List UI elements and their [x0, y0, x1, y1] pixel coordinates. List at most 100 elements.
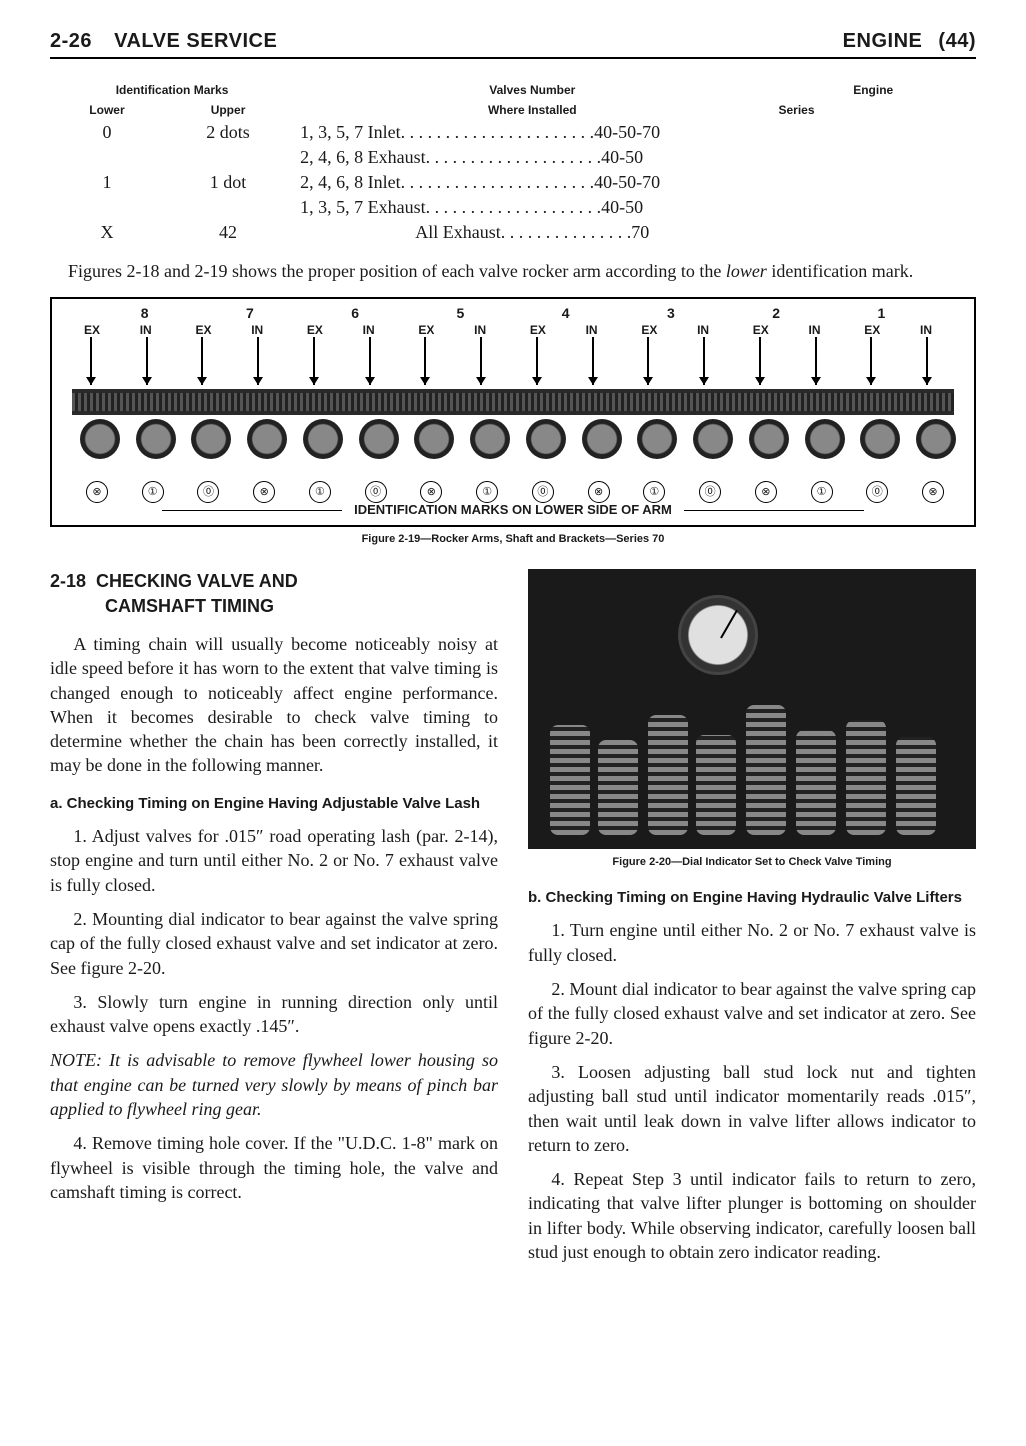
id-mark-icon: ⊗ [253, 481, 275, 503]
id-mark-icon: ① [142, 481, 164, 503]
cell-valves: 1, 3, 5, 7 Inlet. . . . . . . . . . . . … [294, 121, 770, 144]
cell-lower: X [52, 221, 162, 244]
ex-label: EX [195, 323, 211, 337]
header-right: ENGINE (44) [843, 30, 976, 53]
cell-engine [772, 146, 974, 169]
section-intro: A timing chain will usually become notic… [50, 632, 498, 778]
id-mark-icon: ⊗ [420, 481, 442, 503]
cylinder-number: 5 [456, 305, 464, 321]
in-label: IN [363, 323, 375, 337]
id-mark-icon: ⓪ [532, 481, 554, 503]
valve-spring-icon [550, 725, 590, 835]
table-row: X42All Exhaust . . . . . . . . . . . . .… [52, 221, 974, 244]
figure-2-20 [528, 569, 976, 849]
id-mark-icon: ⓪ [699, 481, 721, 503]
header-left: 2-26 VALVE SERVICE [50, 30, 277, 53]
identification-marks-table: Identification Marks Valves Number Engin… [50, 79, 976, 246]
id-mark-icon: ⓪ [365, 481, 387, 503]
page-header: 2-26 VALVE SERVICE ENGINE (44) [50, 30, 976, 59]
cell-engine [772, 221, 974, 244]
ex-label: EX [307, 323, 323, 337]
arrow-icon [90, 337, 92, 385]
arrow-icon [146, 337, 148, 385]
cell-engine [772, 171, 974, 194]
intro-paragraph: Figures 2-18 and 2-19 shows the proper p… [50, 260, 976, 283]
rocker-arm-icon [860, 419, 900, 459]
arrow-icon [201, 337, 203, 385]
arrow-icon [313, 337, 315, 385]
arrow-icon [369, 337, 371, 385]
right-title: ENGINE [843, 30, 923, 52]
th-where: Where Installed [294, 101, 770, 119]
ex-label: EX [864, 323, 880, 337]
sub-b-heading: b. Checking Timing on Engine Having Hydr… [546, 888, 976, 908]
th-id-marks: Identification Marks [52, 81, 292, 99]
cylinder-number: 1 [877, 305, 885, 321]
sub-b-step2: 2. Mount dial indicator to bear against … [528, 977, 976, 1050]
arrow-icon [926, 337, 928, 385]
rocker-arm-icon [136, 419, 176, 459]
sub-a-step3: 3. Slowly turn engine in running directi… [50, 990, 498, 1039]
figure-2-19: 87654321 ⊗①⓪⊗①⓪⊗①⓪⊗①⓪⊗①⓪⊗ EXINEXINEXINEX… [50, 297, 976, 527]
ex-label: EX [641, 323, 657, 337]
sub-b-step3: 3. Loosen adjusting ball stud lock nut a… [528, 1060, 976, 1157]
rocker-arm-icon [526, 419, 566, 459]
rocker-arm-icon [749, 419, 789, 459]
id-mark-icon: ⊗ [755, 481, 777, 503]
sub-b-step4: 4. Repeat Step 3 until indicator fails t… [528, 1167, 976, 1264]
cell-engine [772, 121, 974, 144]
rocker-arm-icon [247, 419, 287, 459]
figure-2-19-caption: Figure 2-19—Rocker Arms, Shaft and Brack… [50, 533, 976, 545]
section-2-18-heading: 2-18CHECKING VALVE AND CAMSHAFT TIMING [50, 569, 498, 618]
rocker-arm-icon [303, 419, 343, 459]
sub-a-note: NOTE: It is advisable to remove flywheel… [50, 1048, 498, 1121]
valve-spring-icon [896, 737, 936, 835]
ex-label: EX [530, 323, 546, 337]
table-row: 02 dots1, 3, 5, 7 Inlet. . . . . . . . .… [52, 121, 974, 144]
in-label: IN [474, 323, 486, 337]
in-label: IN [809, 323, 821, 337]
cell-upper [164, 146, 292, 169]
left-column: 2-18CHECKING VALVE AND CAMSHAFT TIMING A… [50, 569, 498, 1274]
sub-a-step1: 1. Adjust valves for .015″ road operatin… [50, 824, 498, 897]
arrow-icon [703, 337, 705, 385]
cylinder-number: 7 [246, 305, 254, 321]
id-marks-label: IDENTIFICATION MARKS ON LOWER SIDE OF AR… [52, 502, 974, 517]
id-mark-icon: ⊗ [86, 481, 108, 503]
body-columns: 2-18CHECKING VALVE AND CAMSHAFT TIMING A… [50, 569, 976, 1274]
cylinder-numbers: 87654321 [52, 305, 974, 321]
cell-lower: 0 [52, 121, 162, 144]
cell-upper [164, 196, 292, 219]
cell-upper: 42 [164, 221, 292, 244]
rocker-arm-icon [359, 419, 399, 459]
id-mark-icon: ① [811, 481, 833, 503]
id-mark-icon: ① [476, 481, 498, 503]
id-mark-icon: ⓪ [197, 481, 219, 503]
figure-2-20-caption: Figure 2-20—Dial Indicator Set to Check … [528, 855, 976, 870]
table-row: 11 dot2, 4, 6, 8 Inlet. . . . . . . . . … [52, 171, 974, 194]
ex-label: EX [84, 323, 100, 337]
valve-spring-icon [648, 715, 688, 835]
right-column: Figure 2-20—Dial Indicator Set to Check … [528, 569, 976, 1274]
in-label: IN [586, 323, 598, 337]
section-number: 2-26 [50, 30, 92, 52]
arrow-icon [536, 337, 538, 385]
rocker-arm-icon [414, 419, 454, 459]
dial-indicator-icon [678, 595, 758, 675]
valve-spring-icon [846, 720, 886, 835]
sub-b-step1: 1. Turn engine until either No. 2 or No.… [528, 918, 976, 967]
table-row: 1, 3, 5, 7 Exhaust. . . . . . . . . . . … [52, 196, 974, 219]
arrow-icon [647, 337, 649, 385]
arrow-icon [870, 337, 872, 385]
cell-lower [52, 146, 162, 169]
rocker-arm-icon [916, 419, 956, 459]
id-mark-icon: ① [643, 481, 665, 503]
valve-spring-icon [746, 705, 786, 835]
in-label: IN [251, 323, 263, 337]
cylinder-number: 2 [772, 305, 780, 321]
rocker-shaft [72, 389, 954, 415]
cylinder-number: 4 [562, 305, 570, 321]
cell-valves: 2, 4, 6, 8 Inlet. . . . . . . . . . . . … [294, 171, 770, 194]
sub-a-heading: a. Checking Timing on Engine Having Adju… [68, 794, 498, 814]
sub-a-step2: 2. Mounting dial indicator to bear again… [50, 907, 498, 980]
